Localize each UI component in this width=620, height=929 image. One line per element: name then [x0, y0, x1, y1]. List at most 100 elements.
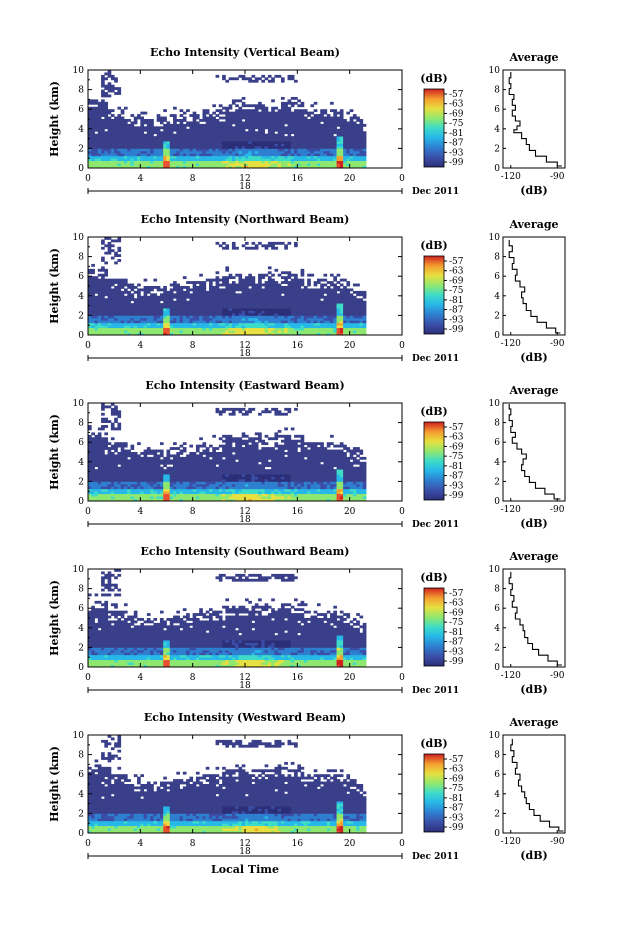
- heatmap-cell: [313, 293, 318, 297]
- heatmap-cell: [267, 111, 272, 115]
- heatmap-cell: [97, 104, 102, 108]
- heatmap-cell: [343, 163, 347, 166]
- heatmap-cell: [110, 496, 115, 499]
- heatmap-cell: [146, 121, 151, 125]
- heatmap-cell: [97, 116, 102, 120]
- heatmap-cell: [176, 317, 180, 321]
- heatmap-cell: [245, 241, 249, 245]
- heatmap-cell: [104, 150, 109, 154]
- heatmap-cell: [258, 148, 262, 152]
- heatmap-cell: [104, 483, 109, 487]
- colorbar-tick-label: -69: [449, 276, 464, 286]
- heatmap-cell: [212, 330, 216, 333]
- heatmap-cell: [209, 330, 213, 333]
- heatmap-cell: [343, 160, 347, 164]
- heatmap-cell: [104, 442, 109, 446]
- heatmap-cell: [156, 474, 161, 477]
- heatmap-cell: [117, 153, 122, 157]
- heatmap-cell: [300, 283, 305, 287]
- heatmap-cell: [267, 317, 272, 321]
- heatmap-cell: [228, 136, 233, 139]
- heatmap-cell: [88, 283, 92, 287]
- heatmap-cell: [156, 464, 161, 468]
- heatmap-cell: [166, 148, 171, 152]
- heatmap-cell: [336, 281, 341, 284]
- heatmap-cell: [225, 153, 230, 157]
- heatmap-cell: [146, 300, 151, 304]
- heatmap-cell: [261, 288, 266, 292]
- heatmap-cell: [362, 290, 367, 294]
- x-tick-label: 0: [85, 341, 91, 351]
- heatmap-cell: [114, 77, 118, 81]
- heatmap-cell: [97, 493, 102, 497]
- heatmap-cell: [104, 286, 109, 289]
- heatmap-cell: [280, 104, 285, 108]
- heatmap-cell: [264, 308, 269, 311]
- heatmap-cell: [114, 298, 118, 302]
- heatmap-cell: [339, 126, 344, 130]
- heatmap-cell: [153, 153, 158, 157]
- heatmap-cell: [117, 237, 122, 240]
- heatmap-cell: [97, 286, 102, 289]
- heatmap-cell: [91, 476, 95, 480]
- heatmap-cell: [176, 303, 180, 306]
- heatmap-cell: [238, 150, 243, 154]
- heatmap-cell: [189, 310, 194, 314]
- heatmap-cell: [163, 290, 167, 294]
- heatmap-cell: [199, 148, 203, 152]
- heatmap-cell: [222, 153, 226, 157]
- heatmap-cell: [169, 303, 174, 306]
- heatmap-cell: [127, 493, 131, 497]
- heatmap-cell: [359, 303, 364, 306]
- heatmap-cell: [215, 143, 220, 147]
- heatmap-cell: [300, 101, 305, 105]
- heatmap-cell: [104, 432, 109, 436]
- heatmap-cell: [202, 300, 207, 304]
- heatmap-cell: [310, 330, 315, 333]
- heatmap-cell: [271, 111, 275, 115]
- heatmap-cell: [123, 486, 128, 490]
- heatmap-cell: [150, 148, 154, 152]
- heatmap-cell: [107, 486, 112, 490]
- heatmap-cell: [127, 310, 131, 314]
- heatmap-cell: [114, 322, 118, 326]
- heatmap-cell: [274, 141, 279, 144]
- heatmap-cell: [248, 305, 252, 309]
- heatmap-cell: [101, 126, 105, 130]
- heatmap-cell: [123, 141, 128, 144]
- heatmap-cell: [91, 486, 95, 490]
- heatmap-cell: [101, 119, 105, 122]
- heatmap-cell: [107, 111, 112, 115]
- heatmap-cell: [238, 293, 243, 297]
- heatmap-cell: [88, 143, 92, 147]
- heatmap-cell: [343, 136, 347, 139]
- heatmap-cell: [235, 286, 239, 289]
- heatmap-cell: [146, 327, 151, 331]
- heatmap-cell: [202, 474, 207, 477]
- heatmap-cell: [267, 153, 272, 157]
- heatmap-cell: [153, 148, 158, 152]
- heatmap-cell: [241, 104, 246, 108]
- heatmap-cell: [235, 141, 239, 144]
- heatmap-cell: [110, 469, 115, 472]
- heatmap-cell: [245, 111, 249, 115]
- heatmap-cell: [359, 158, 364, 162]
- heatmap-cell: [88, 268, 92, 272]
- heatmap-cell: [231, 325, 236, 329]
- heatmap-cell: [101, 89, 105, 93]
- heatmap-cell: [127, 136, 131, 139]
- heatmap-cell: [238, 99, 243, 103]
- heatmap-cell: [120, 493, 125, 497]
- heatmap-cell: [192, 136, 197, 139]
- heatmap-cell: [356, 128, 360, 132]
- heatmap-cell: [173, 281, 177, 284]
- heatmap-cell: [166, 123, 171, 127]
- heatmap-cell: [356, 293, 360, 297]
- heatmap-cell: [297, 310, 301, 314]
- heatmap-cell: [123, 312, 128, 316]
- heatmap-cell: [156, 303, 161, 306]
- heatmap-cell: [163, 305, 167, 309]
- heatmap-cell: [297, 148, 301, 152]
- heatmap-cell: [228, 310, 233, 314]
- heatmap-cell: [97, 293, 102, 297]
